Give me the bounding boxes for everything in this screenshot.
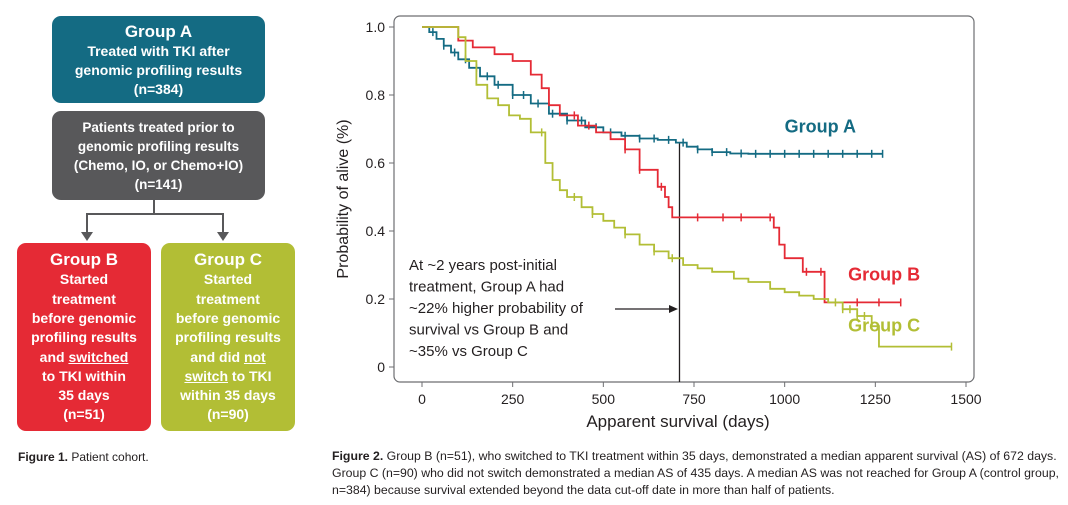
figure-2-caption: Figure 2. Group B (n=51), who switched t… [332,448,1062,499]
prior-line: (Chemo, IO, or Chemo+IO) [73,157,244,173]
annotation-line: At ~2 years post-initial [409,257,557,274]
group-b-line: before genomic [31,309,137,326]
group-c-text: and did [190,348,244,365]
group-c-line: Started [203,271,253,288]
group-a-line: (n=384) [133,80,184,97]
y-tick-label: 0.4 [366,223,386,239]
annotation-line: ~22% higher probability of [409,300,584,317]
x-axis-label: Apparent survival (days) [586,412,769,431]
group-c-line: treatment [196,290,260,307]
y-tick-label: 0.6 [366,155,386,171]
group-a-line: genomic profiling results [74,61,243,78]
x-tick-label: 750 [682,391,706,407]
series-label: Group B [848,264,920,284]
figure-1-text: Patient cohort. [68,450,149,464]
group-b-line: treatment [52,290,116,307]
y-tick-label: 1.0 [366,19,386,35]
annotation-background [405,253,627,357]
prior-line: genomic profiling results [77,138,240,154]
figure-1-caption: Figure 1. Patient cohort. [18,449,149,466]
connector-horizontal [86,213,224,215]
survival-chart: 0 0.2 0.4 0.6 0.8 1.0 0 250 500 750 1000 1250 1500 Ap… [335,15,982,431]
group-b-line: Started [59,271,109,288]
group-b-line: 35 days [58,387,110,404]
group-c-title: Group C [194,250,262,270]
group-c-line: within 35 days [180,387,276,404]
annotation-arrow-head [669,305,678,313]
figure-1-label: Figure 1. [18,450,69,464]
prior-line: Patients treated prior to [82,119,235,135]
connector-vertical [153,200,155,214]
arrowhead-right [217,232,229,241]
connector-left-drop [86,213,88,233]
group-c-underlined: switch [184,367,229,384]
x-tick-label: 1250 [860,391,891,407]
group-b-line: profiling results [31,329,137,346]
group-c-line: switch to TKI [184,367,271,386]
group-b-text: and [39,348,69,365]
group-b-title: Group B [50,250,118,270]
connector-right-drop [222,213,224,233]
x-tick-label: 0 [418,391,426,407]
group-b-underlined: switched [68,348,129,365]
series-line-group-b [422,26,901,304]
group-a-line: Treated with TKI after [87,42,230,59]
prior-line: (n=141) [134,176,183,192]
group-b-box: Group B Started treatment before genomic… [17,243,151,431]
group-c-underlined: not [243,348,266,365]
arrowhead-left [81,232,93,241]
y-axis-label: Probability of alive (%) [335,119,352,278]
annotation-line: survival vs Group B and [409,322,568,339]
group-b-line: (n=51) [63,406,105,423]
group-b-line: to TKI within [42,367,126,384]
figure-2-label: Figure 2. [332,449,384,463]
annotation-line: ~35% vs Group C [409,343,528,360]
figure-2-text: Group B (n=51), who switched to TKI trea… [332,449,1059,497]
series-label: Group A [785,116,856,136]
series-label: Group C [848,315,920,335]
y-tick-label: 0.2 [366,291,386,307]
group-c-line: before genomic [175,309,281,326]
group-b-line: and switched [40,348,129,367]
group-c-line: (n=90) [207,406,249,423]
series-line-group-c [422,26,952,348]
y-tick-label: 0.8 [366,87,386,103]
x-tick-label: 250 [501,391,525,407]
x-tick-label: 500 [592,391,616,407]
group-a-box: Group A Treated with TKI after genomic p… [52,16,265,103]
group-c-line: and did not [190,348,265,367]
annotation-line: treatment, Group A had [409,279,564,296]
group-c-line: profiling results [175,329,281,346]
prior-treatment-box: Patients treated prior to genomic profil… [52,111,265,200]
x-tick-label: 1000 [769,391,800,407]
group-c-text: to TKI [228,367,272,384]
y-tick-label: 0 [377,359,385,375]
x-tick-label: 1500 [950,391,981,407]
group-c-box: Group C Started treatment before genomic… [161,243,295,431]
group-a-title: Group A [124,21,193,41]
